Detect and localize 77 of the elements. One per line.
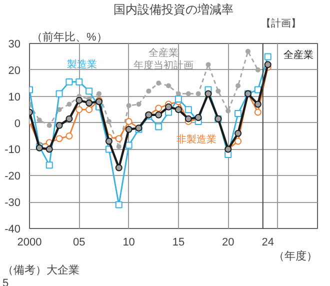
point — [76, 78, 83, 86]
point — [126, 103, 132, 108]
y-axis-title: （前年比、%） — [32, 30, 108, 44]
point — [36, 118, 42, 123]
point — [56, 90, 63, 98]
x-tick-label: 10 — [122, 236, 135, 248]
point — [184, 115, 192, 122]
y-tick-label: -10 — [4, 144, 21, 156]
point — [76, 96, 83, 104]
y-tick-label: -40 — [4, 224, 21, 236]
series-label: 非製造業 — [176, 133, 216, 146]
point — [155, 123, 162, 130]
ref-line-label: 【計画】 — [260, 18, 301, 30]
point — [196, 91, 201, 96]
point — [66, 102, 72, 107]
point — [226, 108, 231, 114]
text: （備考）大企業 — [2, 264, 80, 276]
point — [46, 122, 52, 128]
point — [264, 53, 272, 60]
x-tick-label: 05 — [73, 236, 86, 248]
point — [206, 62, 211, 68]
point — [174, 96, 182, 102]
point — [155, 104, 162, 112]
point — [254, 108, 262, 116]
point — [46, 146, 53, 153]
point — [66, 132, 73, 140]
point — [86, 106, 93, 114]
y-tick-label: 20 — [8, 64, 21, 77]
y-tick-label: 0 — [14, 118, 21, 130]
x-tick-label: 20 — [222, 236, 234, 248]
point — [234, 110, 242, 118]
chart-title: 国内設備投資の増減率 — [114, 2, 234, 16]
point — [174, 106, 182, 114]
x-tick-label: 2000 — [17, 236, 42, 248]
point — [76, 106, 83, 114]
x-axis-title: （年度） — [274, 250, 318, 262]
point — [136, 102, 142, 107]
point — [116, 144, 122, 150]
point — [86, 99, 93, 106]
point — [156, 80, 162, 86]
series-label: 全産業 — [284, 48, 314, 61]
point — [66, 115, 73, 122]
point — [86, 88, 93, 95]
point — [106, 118, 112, 124]
point — [236, 83, 241, 88]
point — [46, 162, 53, 169]
point — [96, 91, 102, 96]
point — [245, 48, 250, 54]
point — [125, 118, 132, 125]
point — [155, 111, 162, 118]
point — [56, 122, 63, 129]
point — [166, 83, 172, 88]
series-label: 製造業 — [67, 58, 98, 71]
point — [66, 78, 73, 86]
point — [264, 61, 272, 68]
point — [234, 130, 242, 137]
point — [125, 126, 132, 133]
point — [254, 100, 262, 108]
x-tick-label: 15 — [172, 236, 185, 248]
point — [125, 142, 132, 149]
point — [146, 88, 152, 94]
y-tick-label: 30 — [8, 38, 21, 50]
point — [255, 67, 260, 72]
point — [115, 201, 122, 208]
y-tick-label: -30 — [4, 197, 21, 210]
point — [216, 88, 221, 94]
y-tick-label: -20 — [4, 170, 21, 183]
y-tick-label: 10 — [8, 91, 21, 104]
point — [186, 91, 191, 96]
point — [105, 138, 112, 145]
point — [165, 103, 172, 110]
point — [234, 138, 242, 145]
point — [56, 135, 63, 142]
point — [115, 164, 122, 172]
point — [115, 135, 122, 142]
x-tick-label: 24 — [262, 236, 274, 248]
point — [184, 106, 192, 114]
